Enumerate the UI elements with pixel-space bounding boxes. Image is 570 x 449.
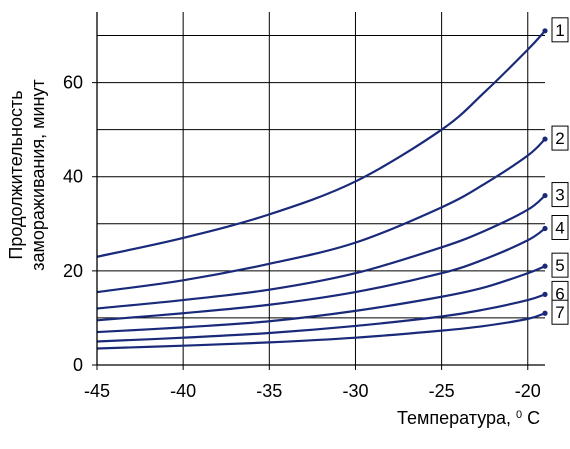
series-label-3: 3 (551, 182, 569, 208)
series-label-text: 6 (555, 284, 564, 303)
series-label-box (551, 215, 569, 241)
x-axis-title-unit: С (522, 408, 540, 428)
series-label-box (551, 125, 569, 151)
series-label-5: 5 (551, 252, 569, 278)
series-end-marker-5 (542, 263, 548, 269)
y-axis-title-line2: замораживания, минут (28, 79, 48, 271)
series-line-4 (96, 227, 546, 322)
y-tick-label: 0 (73, 355, 83, 375)
series-end-marker-1 (542, 28, 548, 34)
series-end-marker-2 (542, 136, 548, 142)
grid (97, 12, 545, 365)
series-labels: 1 2 3 4 5 67 (551, 17, 569, 325)
x-tick-label: -30 (342, 381, 368, 401)
tick-labels: -45 -40 -35 -30 -25 -20 0 20 40 60 (63, 73, 541, 401)
series-label-box (551, 299, 569, 325)
series-label-1: 1 (551, 17, 569, 43)
x-tick-label: -45 (84, 381, 110, 401)
series-label-text: 3 (555, 186, 564, 205)
series-label-4: 4 (551, 215, 569, 241)
series-label-text: 1 (555, 21, 564, 40)
x-tick-label: -25 (429, 381, 455, 401)
x-tick-label: -40 (170, 381, 196, 401)
series-line-5 (96, 265, 546, 334)
x-axis-title-sup: 0 (516, 409, 522, 421)
series-line-2 (96, 138, 546, 294)
series-end-marker-3 (542, 192, 548, 199)
series-end-marker-7 (542, 310, 548, 316)
series-label-text: 7 (555, 303, 564, 322)
axes (92, 12, 545, 370)
series-label-box (551, 252, 569, 278)
x-tick-label: -35 (256, 381, 282, 401)
series-end-marker-6 (542, 291, 548, 297)
series-label-box (551, 182, 569, 208)
x-tick-label: -20 (515, 381, 541, 401)
y-tick-label: 40 (63, 167, 83, 187)
series-group (96, 28, 548, 350)
series-end-marker-4 (542, 225, 548, 232)
y-tick-label: 20 (63, 261, 83, 281)
series-line-6 (96, 293, 546, 343)
series-line-7 (96, 312, 546, 350)
series-label-text: 2 (555, 129, 564, 148)
y-tick-label: 60 (63, 73, 83, 93)
series-label-text: 4 (555, 219, 564, 238)
series-label-box (551, 17, 569, 43)
x-axis-title: Температура, 0 С (397, 408, 540, 428)
y-axis-title-line1: Продолжительность (6, 90, 26, 259)
series-line-3 (96, 194, 546, 310)
series-label-7: 7 (551, 299, 569, 325)
series-line-1 (96, 30, 546, 258)
x-axis-title-main: Температура, (397, 408, 516, 428)
series-label-text: 5 (555, 256, 564, 275)
series-label-2: 2 (551, 125, 569, 151)
y-axis-title: Продолжительность замораживания, минут (6, 79, 48, 271)
